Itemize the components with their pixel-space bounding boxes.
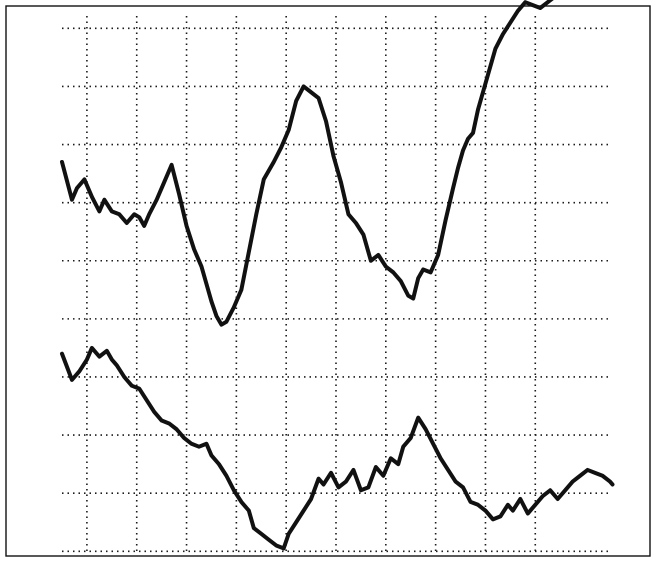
trace-line-2 (60, 345, 615, 551)
chart-frame (5, 5, 651, 557)
trace-line-1 (60, 0, 554, 327)
chart-traces (60, 0, 615, 551)
chart-grid (62, 16, 610, 553)
